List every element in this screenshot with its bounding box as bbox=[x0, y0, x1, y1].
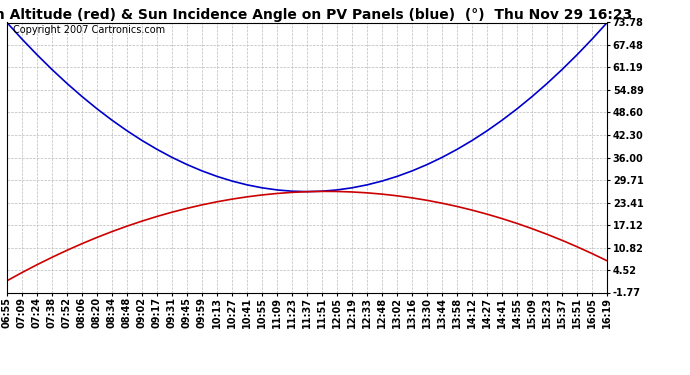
Text: Copyright 2007 Cartronics.com: Copyright 2007 Cartronics.com bbox=[13, 25, 165, 35]
Text: Sun Altitude (red) & Sun Incidence Angle on PV Panels (blue)  (°)  Thu Nov 29 16: Sun Altitude (red) & Sun Incidence Angle… bbox=[0, 8, 632, 21]
